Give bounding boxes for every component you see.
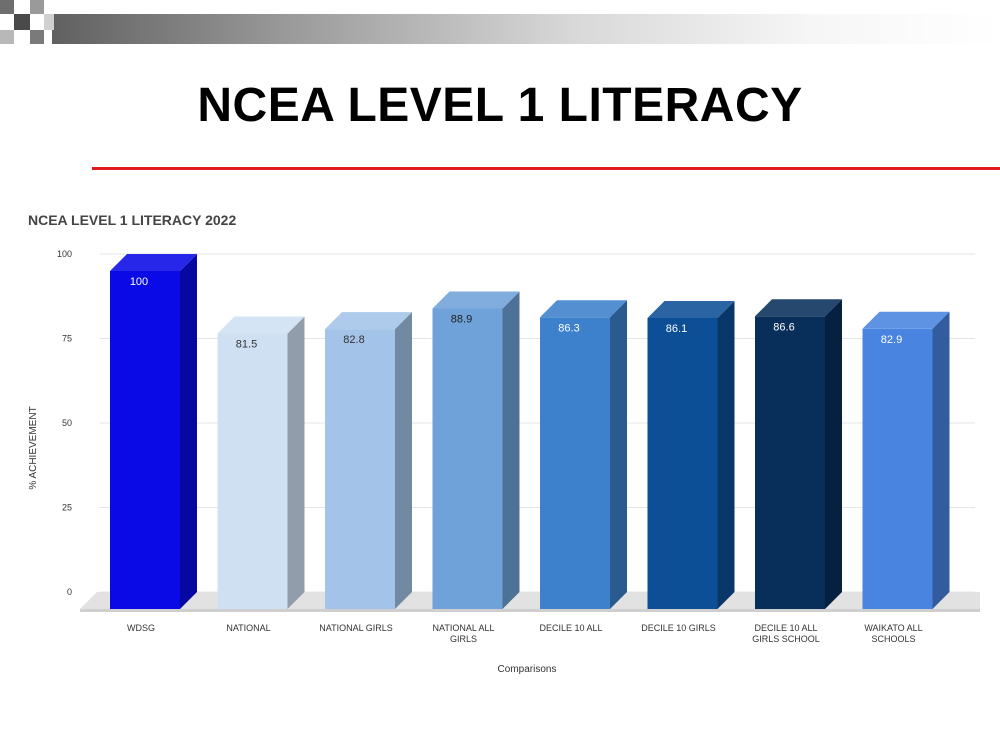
x-tick-label: NATIONAL ALL GIRLS <box>432 623 494 644</box>
bar-front <box>755 316 825 609</box>
deco-square <box>0 30 14 44</box>
x-tick-label: WAIKATO ALL SCHOOLS <box>864 623 922 644</box>
x-tick-label: NATIONAL GIRLS <box>319 623 393 633</box>
bar-side <box>932 311 950 609</box>
y-tick-label: 0 <box>67 587 72 597</box>
y-axis-label: % ACHIEVEMENT <box>28 406 39 489</box>
bar: 82.9 <box>862 311 950 609</box>
bar: 81.5 <box>217 316 305 609</box>
y-tick-label: 25 <box>62 503 72 513</box>
x-axis-ticks: WDSG NATIONAL NATIONAL GIRLS NATIONAL ALL GI… <box>127 623 923 644</box>
bar-side <box>395 312 412 609</box>
chart-floor-edge <box>80 609 980 612</box>
bar-top <box>862 311 950 329</box>
x-axis-label: Comparisons <box>498 664 557 675</box>
bar-front <box>217 333 288 609</box>
y-tick-label: 50 <box>62 418 72 428</box>
bar-front <box>110 271 180 609</box>
bar-front <box>862 328 933 609</box>
bar-top <box>647 300 735 318</box>
y-tick-label: 75 <box>62 334 72 344</box>
deco-square <box>14 14 30 30</box>
bar: 88.9 <box>432 291 520 609</box>
bar-value-label: 86.3 <box>558 322 579 334</box>
x-tick-label: NATIONAL <box>226 623 270 633</box>
bar: 86.3 <box>540 300 627 609</box>
bar-side <box>825 299 842 609</box>
bar-value-label: 86.1 <box>666 323 687 335</box>
bar-side <box>717 300 735 609</box>
x-tick-label: WDSG <box>127 623 155 633</box>
bar-value-label: 82.9 <box>881 334 902 346</box>
y-tick-label: 100 <box>57 249 72 259</box>
bar: 100 <box>110 254 197 609</box>
bar-value-label: 88.9 <box>451 314 472 326</box>
header-decoration <box>0 0 1000 56</box>
bars-layer: 100 81.5 82.8 88.9 86.3 86.1 86.6 82.9 <box>110 254 950 609</box>
deco-square <box>0 0 14 14</box>
deco-square <box>30 0 44 14</box>
bar: 86.6 <box>755 299 842 609</box>
header-gradient-bar <box>52 14 1000 44</box>
bar-value-label: 100 <box>130 276 148 288</box>
bar-value-label: 86.6 <box>773 321 794 333</box>
bar-front <box>647 317 718 609</box>
bar-side <box>610 300 627 609</box>
bar-top <box>217 316 305 334</box>
chart-title: NCEA LEVEL 1 LITERACY 2022 <box>28 212 237 228</box>
bar-top <box>432 291 520 309</box>
x-tick-label: DECILE 10 ALL <box>539 623 602 633</box>
bar: 82.8 <box>325 312 412 609</box>
bar-top <box>325 312 412 330</box>
deco-square <box>30 30 44 44</box>
chart-floor-plane <box>80 592 980 609</box>
bar-side <box>287 316 305 609</box>
bar-top <box>755 299 842 317</box>
bar-front <box>540 317 610 609</box>
bar-side <box>502 291 520 609</box>
x-tick-label: DECILE 10 GIRLS <box>641 623 716 633</box>
deco-square <box>44 14 54 30</box>
bar-top <box>540 300 627 318</box>
title-underline <box>92 167 1000 170</box>
bar-side <box>180 254 197 609</box>
slide-title: NCEA LEVEL 1 LITERACY <box>197 79 803 132</box>
bar: 86.1 <box>647 300 735 609</box>
x-tick-label: DECILE 10 ALL GIRLS SCHOOL <box>752 623 820 644</box>
bar-front <box>325 329 395 609</box>
y-axis-ticks: 0 25 50 75 100 <box>57 249 72 597</box>
bar-front <box>432 308 503 609</box>
chart-floor <box>80 592 980 612</box>
bar-value-label: 81.5 <box>236 339 257 351</box>
bar-value-label: 82.8 <box>343 334 364 346</box>
bar-top <box>110 254 197 271</box>
